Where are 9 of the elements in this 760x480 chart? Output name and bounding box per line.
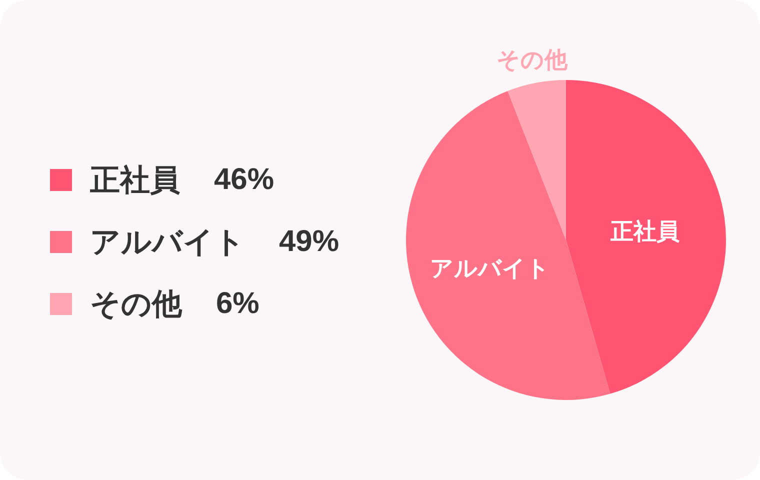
slice-label: その他 <box>496 46 569 73</box>
legend-label: その他 <box>90 286 182 322</box>
data-label: 6% <box>216 287 260 321</box>
data-label: 46% <box>214 163 274 197</box>
data-label: 49% <box>279 225 340 259</box>
slice-label: 正社員 <box>610 218 680 244</box>
legend-label: 正社員 <box>90 162 180 198</box>
slice-label: アルバイト <box>430 255 550 282</box>
legend-label: アルバイト <box>90 224 245 260</box>
